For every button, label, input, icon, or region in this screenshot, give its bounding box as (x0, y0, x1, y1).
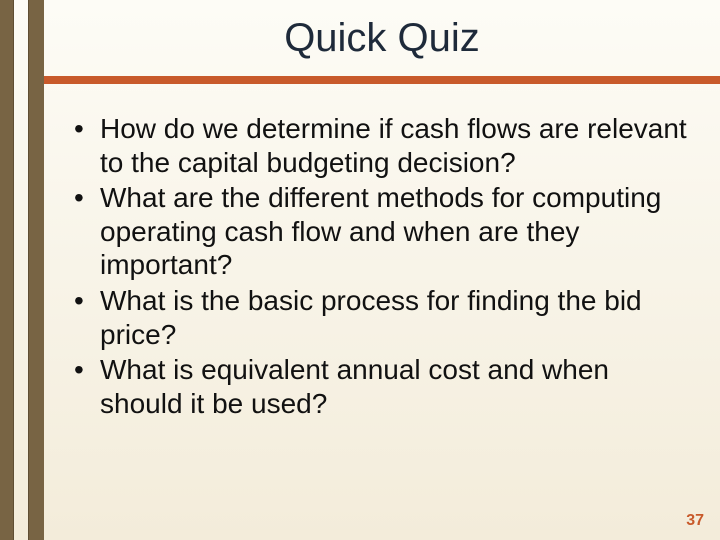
bullet-item: How do we determine if cash flows are re… (68, 112, 690, 179)
title-area: Quick Quiz (44, 0, 720, 84)
page-number: 37 (686, 512, 704, 530)
left-bar-inner-stripe (13, 0, 29, 540)
slide: Quick Quiz How do we determine if cash f… (0, 0, 720, 540)
bullet-item: What is the basic process for finding th… (68, 284, 690, 351)
bullet-list: How do we determine if cash flows are re… (68, 112, 690, 420)
bullet-item: What are the different methods for compu… (68, 181, 690, 282)
bullet-item: What is equivalent annual cost and when … (68, 353, 690, 420)
left-decorative-bar (0, 0, 44, 540)
content-area: How do we determine if cash flows are re… (68, 112, 690, 422)
slide-title: Quick Quiz (284, 16, 480, 61)
